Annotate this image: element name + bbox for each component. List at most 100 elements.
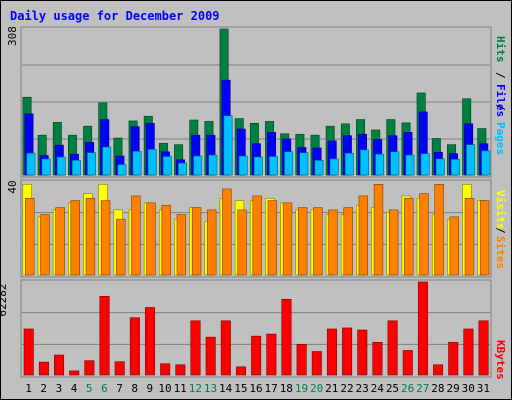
bar-visits-day-15 bbox=[237, 209, 247, 276]
bar-visits-day-4 bbox=[70, 200, 80, 276]
bar-kbytes-day-29 bbox=[448, 341, 459, 376]
visits-y-max-label: 40 bbox=[6, 180, 19, 193]
bar-visits-day-12 bbox=[191, 207, 202, 276]
bar-pages-day-27 bbox=[420, 153, 430, 176]
bar-visits-day-27 bbox=[419, 193, 429, 276]
bar-kbytes-day-23 bbox=[357, 329, 368, 376]
bar-kbytes-day-21 bbox=[326, 328, 337, 376]
hits-y-max-label: 308 bbox=[6, 26, 19, 46]
bar-pages-day-23 bbox=[360, 149, 369, 176]
x-label-day-2: 2 bbox=[40, 382, 47, 395]
kbytes-legend: KBytes bbox=[494, 340, 507, 380]
x-label-day-12: 12 bbox=[189, 382, 202, 395]
bar-kbytes-day-2 bbox=[38, 361, 49, 376]
chart-title: Daily usage for December 2009 bbox=[10, 9, 220, 23]
bar-kbytes-day-20 bbox=[311, 351, 322, 376]
bar-visits-day-18 bbox=[282, 202, 293, 276]
x-label-day-30: 30 bbox=[462, 382, 475, 395]
legend-visits: Visits bbox=[494, 190, 507, 230]
bar-pages-day-30 bbox=[466, 144, 476, 176]
bar-visits-day-6 bbox=[100, 200, 111, 276]
bar-kbytes-day-18 bbox=[281, 299, 292, 376]
bar-pages-day-20 bbox=[314, 160, 324, 176]
bar-visits-day-2 bbox=[40, 214, 50, 276]
bar-pages-day-15 bbox=[238, 155, 248, 176]
bar-kbytes-day-11 bbox=[175, 364, 186, 376]
x-label-day-29: 29 bbox=[446, 382, 459, 395]
bar-visits-day-9 bbox=[146, 202, 156, 276]
bar-visits-day-30 bbox=[464, 197, 475, 276]
bar-visits-day-10 bbox=[161, 204, 171, 276]
bar-kbytes-day-10 bbox=[160, 363, 171, 376]
bar-kbytes-day-6 bbox=[99, 295, 110, 376]
bar-kbytes-day-25 bbox=[387, 320, 398, 376]
legend-hits: Hits bbox=[494, 36, 507, 63]
bar-kbytes-day-31 bbox=[478, 320, 489, 376]
x-label-day-17: 17 bbox=[265, 382, 278, 395]
bar-pages-day-13 bbox=[208, 154, 218, 176]
x-label-day-9: 9 bbox=[147, 382, 154, 395]
x-label-day-28: 28 bbox=[431, 382, 444, 395]
bar-pages-day-19 bbox=[299, 152, 309, 176]
bar-kbytes-day-26 bbox=[402, 350, 413, 376]
bar-pages-day-6 bbox=[102, 146, 112, 176]
bar-pages-day-11 bbox=[178, 162, 188, 176]
x-label-day-4: 4 bbox=[71, 382, 78, 395]
bar-visits-day-26 bbox=[404, 197, 414, 276]
x-label-day-6: 6 bbox=[101, 382, 108, 395]
x-label-day-15: 15 bbox=[234, 382, 247, 395]
bar-kbytes-day-12 bbox=[190, 320, 201, 376]
x-label-day-3: 3 bbox=[56, 382, 63, 395]
bar-visits-day-17 bbox=[267, 200, 278, 276]
bar-pages-day-1 bbox=[26, 152, 36, 176]
bar-pages-day-17 bbox=[269, 156, 278, 176]
hits-files-pages-bars bbox=[22, 28, 491, 176]
x-label-day-20: 20 bbox=[310, 382, 323, 395]
bar-visits-day-3 bbox=[55, 207, 65, 276]
bar-pages-day-3 bbox=[56, 156, 66, 176]
visits-legend: Sites / Visits bbox=[494, 190, 507, 269]
bar-pages-day-29 bbox=[450, 159, 460, 176]
bar-kbytes-day-8 bbox=[129, 317, 140, 376]
bar-pages-day-5 bbox=[87, 152, 97, 176]
legend-sites: Sites bbox=[494, 236, 507, 269]
x-label-day-31: 31 bbox=[477, 382, 490, 395]
x-label-day-27: 27 bbox=[416, 382, 429, 395]
bar-kbytes-day-27 bbox=[417, 281, 428, 376]
x-label-day-11: 11 bbox=[174, 382, 187, 395]
legend-pages: Pages bbox=[494, 122, 507, 155]
bar-visits-day-25 bbox=[388, 209, 399, 276]
hits-legend: Pages / Files / Hits bbox=[494, 36, 507, 155]
x-label-day-13: 13 bbox=[204, 382, 217, 395]
bar-pages-day-4 bbox=[71, 160, 81, 176]
bar-visits-day-31 bbox=[479, 200, 490, 276]
bar-visits-day-8 bbox=[131, 195, 141, 276]
bar-kbytes-day-15 bbox=[235, 366, 246, 376]
x-label-day-18: 18 bbox=[280, 382, 293, 395]
bar-pages-day-16 bbox=[253, 156, 263, 176]
kbytes-bars bbox=[23, 281, 489, 376]
bar-visits-day-7 bbox=[116, 218, 126, 276]
sites-visits-panel: 40 Sites / Visits bbox=[6, 179, 507, 278]
bar-pages-day-21 bbox=[329, 158, 339, 176]
bar-pages-day-18 bbox=[284, 151, 294, 176]
bar-pages-day-31 bbox=[481, 150, 491, 176]
x-label-day-19: 19 bbox=[295, 382, 308, 395]
bar-pages-day-8 bbox=[132, 150, 142, 176]
bar-pages-day-14 bbox=[223, 115, 233, 176]
x-label-day-1: 1 bbox=[25, 382, 32, 395]
bar-pages-day-9 bbox=[147, 149, 157, 176]
bar-kbytes-day-30 bbox=[463, 328, 474, 376]
x-label-day-16: 16 bbox=[249, 382, 262, 395]
bar-kbytes-day-4 bbox=[69, 370, 80, 376]
bar-kbytes-day-14 bbox=[220, 320, 231, 376]
x-label-day-21: 21 bbox=[325, 382, 338, 395]
bar-pages-day-2 bbox=[41, 158, 51, 176]
bar-kbytes-day-3 bbox=[54, 354, 65, 376]
bar-visits-day-22 bbox=[343, 207, 353, 276]
bar-visits-day-24 bbox=[373, 184, 384, 276]
bar-visits-day-13 bbox=[207, 209, 217, 276]
legend-sep-2: / bbox=[494, 72, 507, 79]
bar-visits-day-29 bbox=[449, 216, 460, 276]
